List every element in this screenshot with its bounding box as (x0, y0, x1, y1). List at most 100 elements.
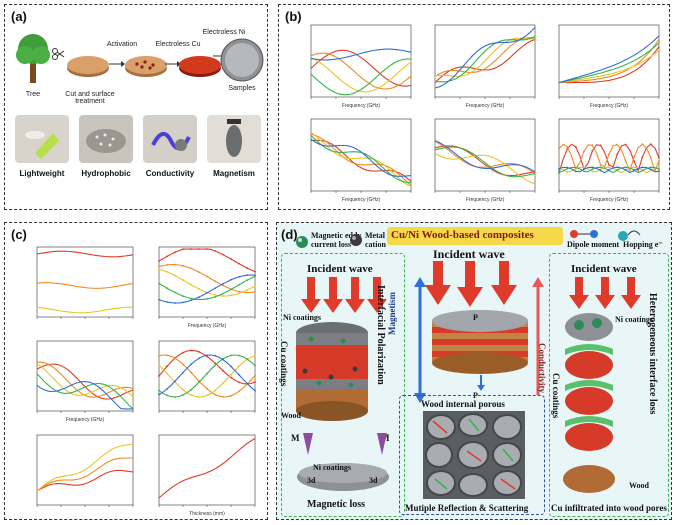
metal-cation-label: Metal cation (365, 231, 386, 249)
x-axis-label: Frequency (GHz) (466, 103, 505, 109)
data-point (633, 156, 635, 159)
data-point (574, 145, 577, 148)
data-point (166, 255, 168, 258)
data-point (190, 371, 192, 374)
series-line (310, 57, 412, 93)
data-point (658, 170, 660, 173)
data-point (198, 271, 200, 273)
d-title: Cu/Ni Wood-based composites (391, 229, 534, 241)
magnetism-label: Magnetism (387, 292, 397, 335)
incident-wave-right: Incident wave (571, 263, 637, 275)
data-point (566, 166, 569, 169)
scissors-icon (52, 48, 65, 60)
series-line (36, 363, 134, 398)
data-point (608, 153, 610, 155)
data-point (166, 388, 168, 390)
pores-box (399, 395, 545, 515)
incident-arrows-left (301, 277, 387, 313)
data-point (254, 389, 256, 392)
data-point (230, 258, 232, 260)
data-point (174, 291, 176, 294)
data-point (649, 166, 652, 169)
data-point (214, 294, 216, 296)
data-point (198, 296, 200, 298)
cation-icon (350, 234, 362, 246)
cu-disc-icon (179, 56, 221, 77)
data-point (658, 166, 660, 169)
data-point (198, 288, 200, 290)
data-point (583, 170, 585, 173)
series-line (158, 248, 256, 273)
incident-wave-left: Incident wave (307, 263, 373, 275)
data-point (166, 354, 168, 357)
panel-b-label: (b) (285, 9, 302, 24)
panel-c-label: (c) (11, 227, 27, 242)
x-axis-label: Frequency (GHz) (590, 103, 629, 109)
series-line (36, 373, 134, 410)
series-line (158, 263, 256, 294)
step-electroless-ni: Electroless Ni (202, 29, 246, 36)
data-point (214, 250, 216, 252)
data-point (174, 274, 176, 277)
data-point (230, 354, 232, 357)
series-line (558, 35, 660, 84)
data-point (182, 351, 184, 354)
data-point (214, 354, 216, 357)
data-point (591, 166, 594, 169)
data-point (641, 169, 644, 172)
data-point (190, 394, 192, 396)
interfacial-label: Interfacial Polarization (375, 285, 386, 385)
panel-b-plot: Frequency (GHz) (299, 115, 415, 203)
series-line (434, 38, 536, 84)
series-line (158, 275, 256, 301)
data-point (182, 248, 184, 251)
data-point (190, 349, 192, 352)
data-point (214, 389, 216, 392)
hydrophobic-photo (79, 115, 133, 163)
data-point (658, 156, 660, 159)
data-point (238, 381, 240, 384)
data-point (222, 282, 224, 285)
data-point (206, 372, 208, 375)
data-point (254, 381, 256, 383)
series-line (434, 146, 536, 178)
series-line (36, 361, 134, 398)
panel-c-plot (25, 243, 137, 329)
three-d-left: 3d (307, 476, 316, 485)
series-line (434, 140, 536, 173)
cu-coatings-right: Cu coatings (551, 373, 561, 419)
stack-left (296, 322, 368, 421)
data-point (574, 166, 577, 169)
data-point (238, 283, 240, 286)
panel-c-plot: Frequency (GHz) (25, 337, 137, 423)
sample-disc-icon (220, 38, 264, 82)
incident-arrows-center (425, 261, 517, 307)
arrow-icon (165, 61, 181, 67)
step-activation: Activation (106, 41, 138, 48)
step-tree: Tree (25, 91, 41, 98)
data-point (174, 251, 176, 254)
data-point (238, 365, 240, 368)
panel-b-plot: Frequency (GHz) (547, 115, 663, 203)
data-point (616, 143, 619, 146)
series-line (36, 250, 134, 258)
data-point (190, 363, 192, 366)
data-point (158, 268, 160, 271)
conductivity-photo (143, 115, 197, 163)
data-point (222, 253, 224, 256)
panel-c-plot (147, 337, 259, 423)
data-point (158, 354, 160, 357)
data-point (246, 279, 248, 282)
data-point (254, 274, 256, 276)
incident-wave-center: Incident wave (433, 247, 505, 261)
data-point (198, 351, 200, 353)
data-point (238, 276, 240, 278)
data-point (166, 287, 168, 290)
transmit-arrow (477, 375, 485, 391)
data-point (206, 298, 208, 300)
x-axis-label: Frequency (GHz) (342, 103, 381, 109)
panel-d-label: (d) (281, 227, 298, 242)
series-line (558, 39, 660, 84)
data-point (174, 263, 176, 266)
data-point (190, 267, 192, 270)
